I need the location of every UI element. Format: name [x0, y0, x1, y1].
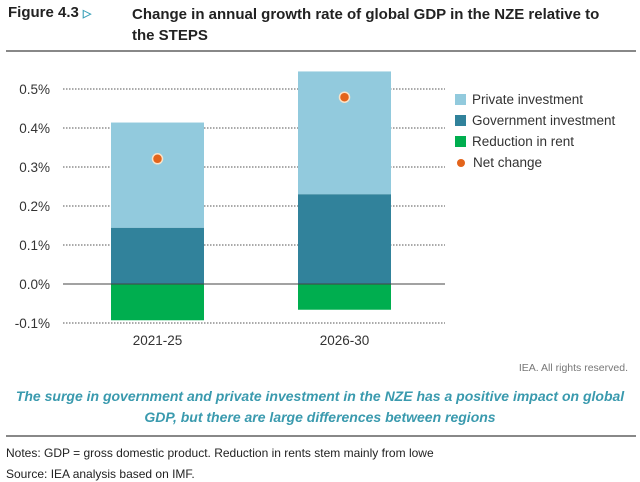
y-tick-label: 0.1% — [19, 238, 50, 253]
legend-label: Government investment — [472, 113, 616, 128]
legend-government: Government investment — [455, 110, 615, 131]
top-divider — [6, 50, 636, 52]
y-tick-label: 0.2% — [19, 199, 50, 214]
legend-rent: Reduction in rent — [455, 131, 615, 152]
y-tick-label: 0.3% — [19, 160, 50, 175]
source: Source: IEA analysis based on IMF. — [6, 467, 195, 481]
bottom-divider — [6, 435, 636, 437]
legend-dot — [457, 158, 465, 167]
legend-label: Reduction in rent — [472, 134, 575, 149]
notes-block: Notes: GDP = gross domestic product. Red… — [6, 443, 434, 482]
y-tick-label: 0.0% — [19, 277, 50, 292]
bar-government-investment — [111, 227, 204, 284]
caption: The surge in government and private inve… — [15, 388, 625, 425]
chart-title: Change in annual growth rate of global G… — [132, 6, 600, 44]
legend-label: Net change — [473, 155, 543, 170]
legend-label: Private investment — [472, 92, 584, 107]
x-tick-label: 2026-30 — [320, 333, 370, 348]
notes: Notes: GDP = gross domestic product. Red… — [6, 446, 434, 460]
net-change-marker — [151, 153, 164, 165]
bar-private-investment — [111, 122, 204, 228]
y-tick-label: 0.5% — [19, 82, 50, 97]
legend-private: Private investment — [455, 89, 615, 110]
y-tick-label: 0.4% — [19, 121, 50, 136]
bar-reduction-in-rent — [111, 284, 204, 321]
triangle-icon: ▷ — [82, 8, 92, 20]
bar-private-investment — [298, 71, 391, 195]
figure-label: Figure 4.3 ▷ — [8, 4, 91, 21]
net-change-marker — [338, 91, 351, 103]
rights-notice: IEA. All rights reserved. — [518, 362, 628, 374]
bar-government-investment — [298, 194, 391, 284]
legend-swatch — [455, 136, 466, 147]
legend-swatch — [455, 115, 466, 126]
y-tick-label: -0.1% — [15, 316, 50, 331]
legend: Private investment Government investment… — [455, 89, 615, 173]
legend-swatch — [455, 94, 466, 105]
figure-number: Figure 4.3 — [8, 4, 79, 21]
chart: -0.1% 0.0% 0.1% 0.2% 0.3% 0.4% 0.5% 2021-25 2026… — [15, 71, 445, 348]
bar-reduction-in-rent — [298, 284, 391, 310]
legend-net: Net change — [455, 152, 615, 173]
x-tick-label: 2021-25 — [133, 333, 183, 348]
